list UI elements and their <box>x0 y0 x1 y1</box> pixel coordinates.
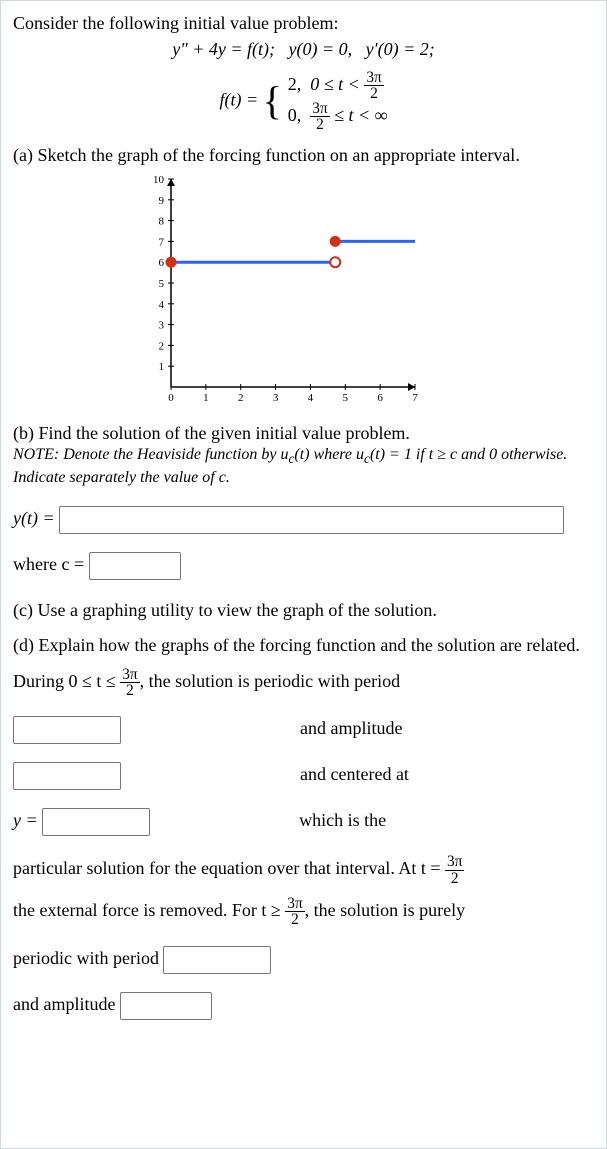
part-b-note: NOTE: Denote the Heaviside function by u… <box>13 445 594 488</box>
d-which-label: which is the <box>299 811 386 831</box>
svg-text:2: 2 <box>159 340 165 352</box>
d-sent3-b: , the solution is purely <box>305 900 466 920</box>
yt-row: y(t) = <box>13 506 594 534</box>
svg-text:7: 7 <box>412 392 418 404</box>
svg-text:3: 3 <box>273 392 279 404</box>
period-input-2[interactable] <box>163 946 271 974</box>
yt-input[interactable] <box>59 506 564 534</box>
svg-text:6: 6 <box>159 257 165 269</box>
d-amp2-row: and amplitude <box>13 992 594 1020</box>
amplitude-input-2[interactable] <box>120 992 212 1020</box>
d-l1-num: 3π <box>120 667 139 683</box>
svg-text:9: 9 <box>159 195 165 207</box>
d-amp-label: and amplitude <box>300 719 402 739</box>
d-sent3-a: the external force is removed. For t ≥ <box>13 900 281 920</box>
d-sent2-a: particular solution for the equation ove… <box>13 858 441 878</box>
d-amp-row: and centered at <box>13 762 594 790</box>
left-brace: { <box>263 85 282 117</box>
svg-text:10: 10 <box>153 174 165 186</box>
svg-text:1: 1 <box>203 392 209 404</box>
part-d-text: (d) Explain how the graphs of the forcin… <box>13 633 594 657</box>
svg-text:1: 1 <box>159 361 165 373</box>
yt-label: y(t) = <box>13 508 55 528</box>
d-centered-label: and centered at <box>300 765 409 785</box>
d-l1-den: 2 <box>120 683 139 698</box>
part-b-text: (b) Find the solution of the given initi… <box>13 421 594 445</box>
part-c-text: (c) Use a graphing utility to view the g… <box>13 598 594 622</box>
case2-val: 0, <box>288 105 302 125</box>
piecewise-def: f(t) = { 2, 0 ≤ t < 3π2 0, 3π2 ≤ t < ∞ <box>13 70 594 133</box>
d-period-row: and amplitude <box>13 716 594 744</box>
case2-frac-den: 2 <box>310 117 329 132</box>
svg-text:0: 0 <box>168 392 174 404</box>
d-sent3: the external force is removed. For t ≥ 3… <box>13 896 594 928</box>
case1-val: 2, <box>288 74 302 94</box>
d-s2-den: 2 <box>445 871 464 886</box>
ode-equation: y″ + 4y = f(t); y(0) = 0, y′(0) = 2; <box>13 37 594 61</box>
where-c-row: where c = <box>13 552 594 580</box>
d-periodic-row: periodic with period <box>13 946 594 974</box>
d-s3-num: 3π <box>285 896 304 912</box>
d-yeq-row: y = which is the <box>13 808 594 836</box>
d-line1-b: , the solution is periodic with period <box>140 671 400 691</box>
period-input-1[interactable] <box>13 716 121 744</box>
ode-ic2: y′(0) = 2; <box>366 39 435 59</box>
case1-frac-den: 2 <box>364 86 383 101</box>
case1-frac-num: 3π <box>364 70 383 86</box>
center-input[interactable] <box>42 808 150 836</box>
d-line1-a: During 0 ≤ t ≤ <box>13 671 116 691</box>
case2-cond-b: ≤ t < ∞ <box>334 105 387 125</box>
d-sent2: particular solution for the equation ove… <box>13 854 594 886</box>
amplitude-input-1[interactable] <box>13 762 121 790</box>
svg-text:4: 4 <box>308 392 314 404</box>
forcing-function-chart: 0 1 2 3 4 5 6 7 1 2 3 4 5 6 7 8 9 10 <box>143 171 423 411</box>
intro-text: Consider the following initial value pro… <box>13 11 594 35</box>
svg-text:5: 5 <box>343 392 349 404</box>
ode-eq: y″ + 4y = f(t); <box>172 39 275 59</box>
d-s2-num: 3π <box>445 854 464 870</box>
svg-text:3: 3 <box>159 320 165 332</box>
where-c-label: where c = <box>13 554 84 574</box>
c-input[interactable] <box>89 552 181 580</box>
d-line1: During 0 ≤ t ≤ 3π2, the solution is peri… <box>13 667 594 699</box>
svg-text:2: 2 <box>238 392 244 404</box>
svg-text:6: 6 <box>377 392 383 404</box>
svg-text:8: 8 <box>159 216 165 228</box>
svg-text:5: 5 <box>159 278 165 290</box>
ode-ic1: y(0) = 0, <box>289 39 353 59</box>
d-yeq-label: y = <box>13 811 38 831</box>
svg-text:7: 7 <box>159 236 165 248</box>
problem-page: Consider the following initial value pro… <box>0 0 607 1149</box>
d-amp2-label: and amplitude <box>13 994 115 1014</box>
case2-frac-num: 3π <box>310 101 329 117</box>
case1-cond-a: 0 ≤ t < <box>310 74 360 94</box>
piecewise-lead: f(t) = <box>219 89 258 109</box>
svg-text:4: 4 <box>159 299 165 311</box>
part-a-text: (a) Sketch the graph of the forcing func… <box>13 143 594 167</box>
d-s3-den: 2 <box>285 912 304 927</box>
d-periodic-label: periodic with period <box>13 948 159 968</box>
